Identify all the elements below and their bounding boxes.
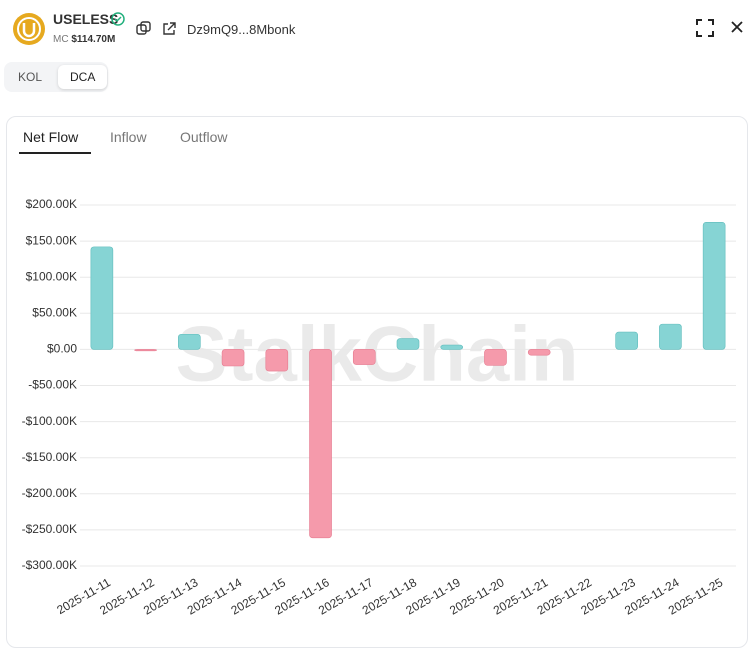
bar [309, 349, 332, 539]
bar [90, 246, 114, 350]
tab[interactable]: Outflow [180, 129, 228, 145]
bar [178, 333, 201, 350]
market-cap-value: $114.70M [71, 34, 116, 45]
bar [396, 338, 420, 350]
y-tick-label: $0.00 [47, 342, 77, 356]
tab[interactable]: Net Flow [23, 129, 79, 145]
y-tick-label: $100.00K [26, 269, 77, 283]
expand-icon[interactable] [696, 19, 714, 37]
bar [265, 349, 289, 372]
verified-icon [111, 12, 125, 26]
copy-icon[interactable] [136, 21, 152, 37]
bar [221, 349, 245, 367]
tab-underline [19, 152, 91, 154]
tab[interactable]: Inflow [110, 129, 147, 145]
address[interactable]: Dz9mQ9...8Mbonk [187, 22, 296, 37]
bar [615, 331, 638, 350]
y-tick-label: -$100.00K [22, 414, 77, 428]
external-link-icon[interactable] [161, 21, 177, 37]
y-tick-label: $200.00K [26, 197, 77, 211]
y-tick-label: $150.00K [26, 233, 77, 247]
y-tick-label: -$50.00K [28, 378, 77, 392]
y-tick-label: -$200.00K [22, 486, 77, 500]
bar [484, 349, 507, 366]
toggle-option[interactable]: DCA [58, 65, 108, 89]
bar [527, 349, 551, 356]
bar [440, 344, 464, 350]
bar [659, 323, 682, 350]
token-name: USELESS [53, 11, 119, 27]
chart: StalkChain-$300.00K-$250.00K-$200.00K-$1… [22, 197, 736, 618]
bar [702, 222, 726, 350]
y-tick-label: -$250.00K [22, 522, 77, 536]
market-cap-label: MC [53, 34, 69, 45]
token-logo [13, 13, 45, 45]
y-tick-label: $50.00K [32, 305, 77, 319]
mode-toggle: KOL DCA [4, 62, 108, 92]
market-cap: MC $114.70M [53, 34, 115, 45]
bar [352, 349, 376, 365]
y-tick-label: -$150.00K [22, 450, 77, 464]
page: USELESS MC $114.70M Dz9mQ9...8Mbonk KOL … [4, 11, 748, 648]
bar [134, 349, 157, 352]
toggle-option[interactable]: KOL [18, 70, 43, 84]
close-icon[interactable] [730, 20, 744, 34]
y-tick-label: -$300.00K [22, 558, 77, 572]
